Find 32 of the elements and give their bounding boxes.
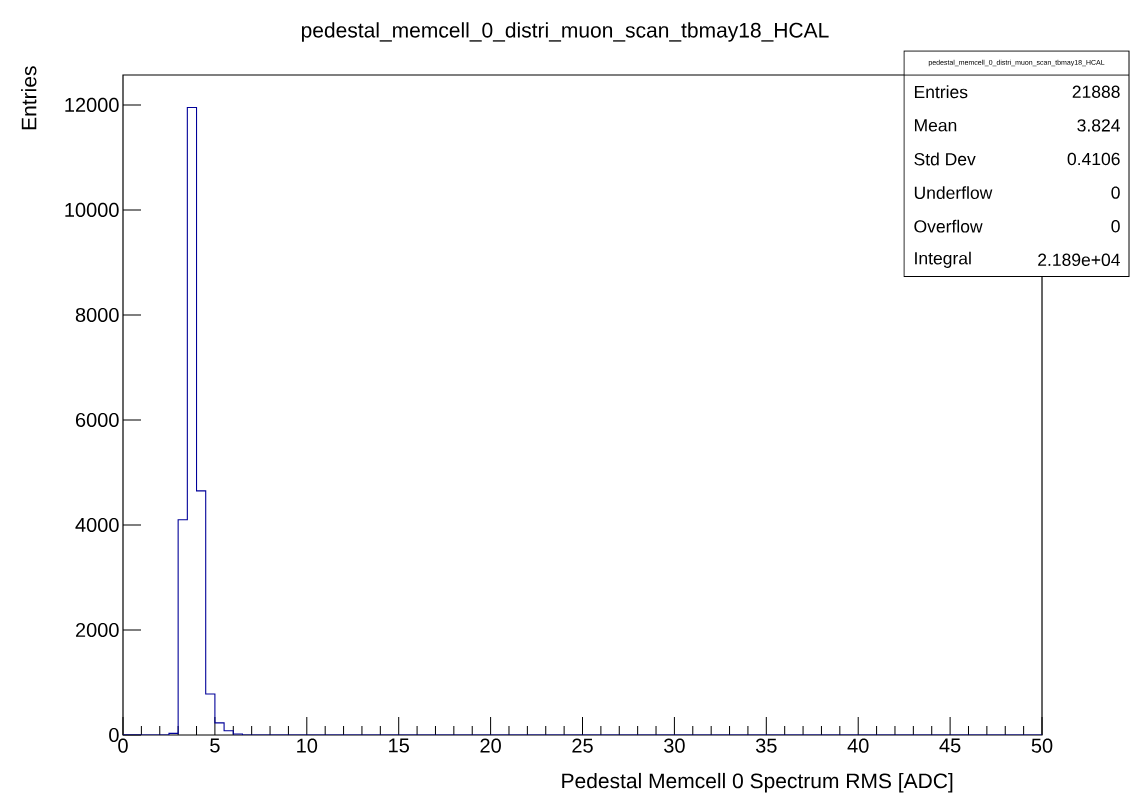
x-tick-label: 40 — [847, 738, 869, 753]
x-tick-label: 30 — [664, 738, 685, 753]
x-tick-label: 20 — [480, 738, 501, 753]
x-tick-label: 35 — [755, 738, 777, 753]
x-tick-label: 10 — [297, 738, 318, 753]
annotation: Entries — [914, 85, 968, 99]
chart-title: pedestal_memcell_0_distri_muon_scan_tbmay18_HCAL — [301, 22, 829, 42]
x-axis-title: Pedestal Memcell 0 Spectrum RMS [ADC] — [562, 772, 953, 793]
annotation: Std Dev — [914, 152, 976, 166]
y-tick-label: 2000 — [75, 622, 119, 638]
text: 21888 — [1072, 85, 1120, 98]
x-tick-label: 5 — [210, 738, 220, 753]
annotation: Underflow — [914, 186, 993, 200]
x-tick-label: 45 — [939, 738, 961, 753]
x-tick-label: 15 — [389, 738, 409, 753]
y-tick-label: 4000 — [75, 517, 119, 533]
text: 3.824 — [1077, 119, 1120, 132]
y-tick-label: 8000 — [75, 307, 119, 323]
y-tick-label: 10000 — [65, 202, 119, 218]
x-tick-label: 25 — [572, 738, 593, 753]
text: 0 — [1111, 186, 1120, 199]
annotation: 2.189e+04 — [1038, 253, 1120, 266]
y-axis-title: Entries — [21, 66, 37, 130]
annotation: Mean — [914, 119, 957, 132]
annotation: Overflow — [914, 219, 983, 233]
text: 0 — [1111, 220, 1120, 233]
annotation: Integral — [915, 251, 971, 268]
text: 0.4106 — [1067, 152, 1120, 166]
y-tick-label: 0 — [109, 727, 119, 743]
y-tick-label: 12000 — [65, 97, 119, 112]
y-tick-label: 6000 — [76, 412, 119, 428]
x-tick-label: 50 — [1031, 738, 1053, 753]
